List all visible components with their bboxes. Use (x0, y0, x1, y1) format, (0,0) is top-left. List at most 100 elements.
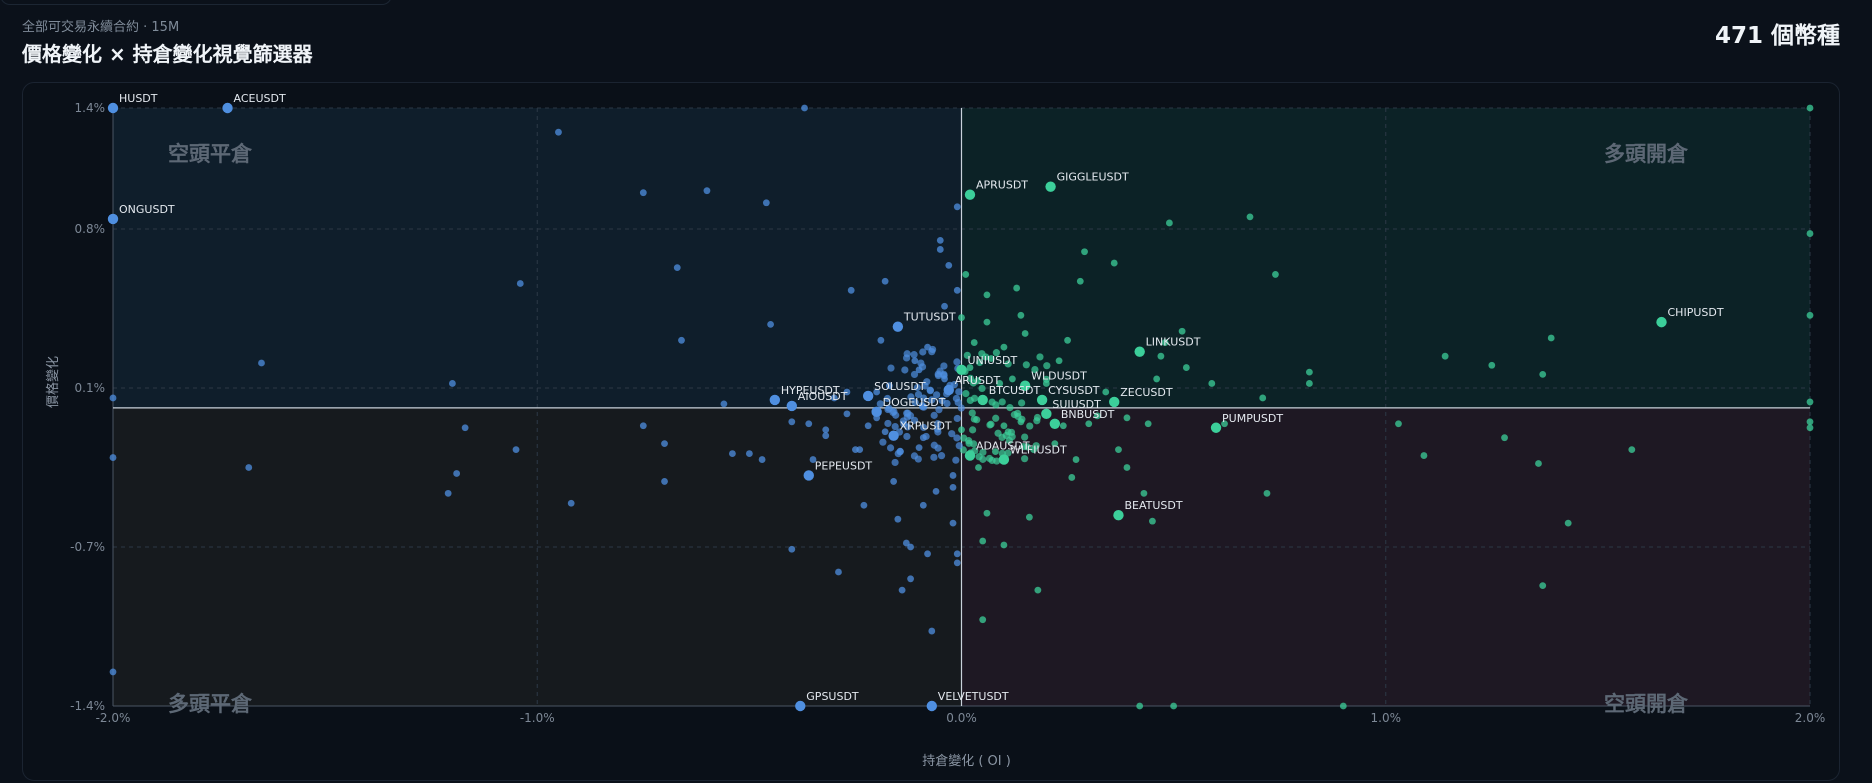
point-label: VELVETUSDT (938, 690, 1009, 703)
point-label: ONGUSDT (119, 203, 175, 216)
point-label: PEPEUSDT (815, 459, 873, 472)
data-point (1806, 418, 1814, 426)
cluster-point (896, 447, 904, 455)
data-point (258, 359, 265, 367)
data-point (996, 380, 1004, 387)
data-point (881, 277, 889, 285)
labeled-point (1045, 181, 1056, 192)
cluster-point (907, 393, 915, 401)
x-tick-label: 1.0% (1371, 711, 1402, 725)
data-point (953, 286, 961, 294)
data-point (1182, 364, 1190, 371)
data-point (1441, 352, 1449, 360)
labeled-point (998, 454, 1010, 465)
data-point (1806, 230, 1814, 237)
data-point (949, 472, 957, 479)
cluster-point (953, 434, 961, 442)
data-point (1025, 513, 1033, 521)
cluster-point (992, 414, 1000, 422)
cluster-point (885, 404, 893, 412)
quadrant-label-bottom-left: 多頭平倉 (168, 692, 253, 716)
labeled-point (956, 364, 967, 376)
labeled-point (222, 102, 233, 114)
data-point (1157, 352, 1165, 360)
cluster-point (957, 404, 965, 412)
point-label: SUIUSDT (1052, 398, 1101, 411)
labeled-point (1041, 408, 1052, 420)
data-point (924, 550, 931, 558)
cluster-point (1018, 415, 1026, 423)
cluster-point (965, 437, 973, 445)
data-point (1263, 489, 1271, 497)
data-point (1072, 456, 1080, 463)
data-point (1535, 460, 1542, 467)
cluster-point (955, 388, 963, 396)
cluster-point (948, 430, 956, 438)
quadrant-label-top-left: 空頭平倉 (168, 142, 253, 166)
data-point (915, 444, 923, 452)
data-point (1140, 489, 1148, 497)
cluster-point (976, 358, 984, 367)
cluster-point (919, 394, 928, 402)
cluster-point (901, 366, 909, 374)
x-tick-label: 0.0% (946, 711, 977, 725)
data-point (983, 318, 991, 326)
data-point (1068, 474, 1076, 481)
point-label: WLDUSDT (1031, 370, 1087, 383)
cluster-point (933, 391, 941, 399)
data-point (1034, 586, 1042, 594)
cluster-point (910, 416, 919, 424)
data-point (1149, 517, 1156, 525)
cluster-point (918, 363, 927, 371)
cluster-point (911, 398, 919, 406)
cluster-point (1018, 399, 1026, 407)
cluster-point (1005, 436, 1013, 445)
data-point (1051, 440, 1059, 448)
data-point (639, 422, 647, 430)
data-point (453, 470, 461, 477)
cluster-point (970, 415, 978, 423)
point-label: HYPEUSDT (781, 384, 840, 397)
point-label: TUTUSDT (903, 311, 956, 324)
data-point (109, 454, 117, 461)
data-point (953, 550, 961, 558)
x-axis-title: 持倉變化 ( OI ) (922, 753, 1011, 769)
point-label: APRUSDT (976, 179, 1028, 192)
cluster-point (1026, 422, 1034, 430)
data-point (885, 382, 893, 390)
cluster-point (982, 353, 990, 361)
data-point (949, 483, 957, 491)
cluster-point (887, 364, 895, 372)
data-point (864, 422, 872, 430)
cluster-point (1021, 455, 1029, 463)
data-point (661, 478, 668, 485)
y-axis-title: 價格變化 (45, 356, 61, 408)
cluster-point (1031, 365, 1039, 374)
cluster-point (940, 362, 948, 370)
labeled-point (862, 390, 874, 402)
y-tick-label: -1.4% (70, 699, 105, 713)
labeled-point (964, 189, 976, 200)
page-subtitle: 全部可交易永續合約 · 15M (22, 20, 180, 35)
cluster-point (903, 432, 911, 441)
data-point (979, 537, 987, 545)
data-point (788, 418, 796, 426)
data-point (1420, 452, 1428, 459)
cluster-point (955, 442, 963, 450)
y-tick-label: 0.8% (75, 222, 106, 236)
data-point (1806, 104, 1814, 112)
cluster-point (1021, 433, 1029, 441)
cluster-point (1022, 361, 1030, 369)
labeled-point (871, 406, 882, 418)
cluster-point (979, 448, 987, 456)
data-point (975, 464, 982, 471)
data-point (1000, 422, 1008, 430)
data-point (555, 128, 562, 136)
cluster-point (1006, 404, 1014, 412)
point-label: BEATUSDT (1124, 499, 1182, 512)
data-point (767, 321, 774, 328)
labeled-point (1036, 394, 1048, 406)
labeled-point (888, 430, 899, 441)
y-tick-label: 1.4% (75, 101, 106, 115)
